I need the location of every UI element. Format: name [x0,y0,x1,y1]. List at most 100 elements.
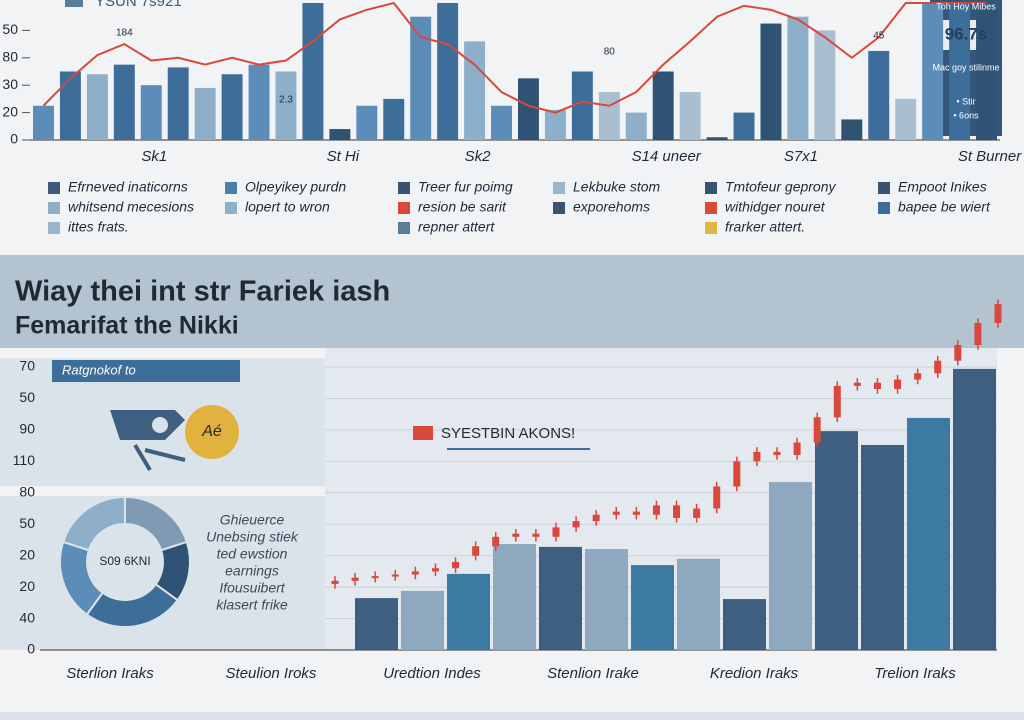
candle-body [914,373,922,380]
note-line: Unebsing stiek [206,529,299,545]
candle-body [994,304,1002,323]
note-line: ted ewstion [217,546,288,562]
bar [769,482,812,650]
y-tick-label: 80 [19,483,35,499]
bar [861,444,904,650]
legend-label: lopert to wron [245,199,330,215]
legend-label: Tmtofeur geprony [725,179,836,195]
legend-swatch [413,426,433,440]
legend-label: ittes frats. [68,219,129,235]
legend-label: Lekbuke stom [573,179,660,195]
x-tick-label: S7x1 [784,148,818,165]
candle-body [873,382,881,390]
y-tick-label: 70 [19,358,35,374]
note-line: Ghieuerce [220,512,285,528]
x-tick-label: St Hi [327,148,360,165]
candle-body [693,508,701,518]
bar [493,544,536,650]
banner-subtitle: Femarifat the Nikki [15,312,239,340]
bar [302,3,324,140]
bar [652,71,674,140]
bar-annotation: 184 [116,28,133,39]
candle-body [733,461,741,487]
bar [518,78,539,140]
candle-body [853,382,861,386]
banner [0,255,1024,348]
y-tick-label: 80 [2,49,18,65]
side-panel-text: Mac goy stilinme [932,62,999,72]
x-tick-label: Sk1 [141,148,167,165]
legend-label: Olpeyikey purdn [245,179,346,195]
x-tick-label: S14 uneer [632,148,702,165]
legend-label: resion be sarit [418,199,507,215]
candle-body [894,379,902,390]
panel-tag-bg [52,360,240,382]
legend-swatch [878,182,890,194]
bar [248,64,270,140]
title-swatch [65,0,83,7]
panel-tag: Ratgnokof to [62,362,136,377]
candle-body [552,527,560,537]
legend-swatch [225,182,237,194]
legend-swatch [705,202,717,214]
coin-label: Aé [201,423,222,440]
candle-body [713,486,721,509]
bar [113,64,135,140]
y-tick-label: 50 [2,21,18,37]
x-tick-label: Steulion Iroks [226,665,317,682]
legend-swatch [48,182,60,194]
bar [907,417,950,650]
note-line: earnings [225,563,279,579]
y-tick-label: 30 [2,76,18,92]
bar [922,3,944,140]
candle-body [974,322,982,345]
legend-swatch [398,222,410,234]
bar [355,598,398,650]
bar [723,599,766,650]
legend-swatch [398,202,410,214]
bar [33,105,54,140]
x-tick-label: Sterlion Iraks [66,665,154,682]
x-tick-label: St Burner [958,148,1022,165]
note-line: klasert frike [216,597,288,613]
y-tick-label: 20 [2,103,18,119]
x-tick-label: Trelion Iraks [874,665,956,682]
legend-swatch [48,202,60,214]
x-tick-label: Uredtion Indes [383,665,481,682]
bar [275,71,297,140]
bar [585,549,628,650]
candle-body [753,451,761,462]
footer-strip [0,712,1024,720]
bar [814,30,836,140]
bar [679,92,701,140]
donut-center: S09 6KNI [99,554,150,568]
bar [410,16,432,141]
chart-title: YSUN 7s921 [95,0,182,10]
bar [631,565,674,650]
candle-body [632,511,640,515]
candle-body [472,546,480,556]
y-tick-label: 0 [10,131,18,147]
candle-body [673,505,681,518]
bar [733,112,755,140]
bar [706,137,728,140]
bar [677,558,720,650]
candle-body [371,576,379,579]
candle-body [793,442,801,456]
legend-label: SYESTBIN AKONS! [441,425,575,442]
legend-label: whitsend mecesions [68,199,194,215]
banner-title: Wiay thei int str Fariek iash [15,276,390,308]
candle-body [512,533,520,537]
legend-label: Empoot Inikes [898,179,987,195]
candle-body [331,580,339,584]
bar [140,85,162,140]
bar [401,590,444,650]
candle-body [492,536,500,547]
legend-label: bapee be wiert [898,199,991,215]
bar [464,41,486,140]
x-tick-label: Stenlion Irake [547,665,639,682]
bar-annotation: 80 [604,47,616,58]
legend-swatch [705,222,717,234]
legend-label: Efrneved inaticorns [68,179,188,195]
